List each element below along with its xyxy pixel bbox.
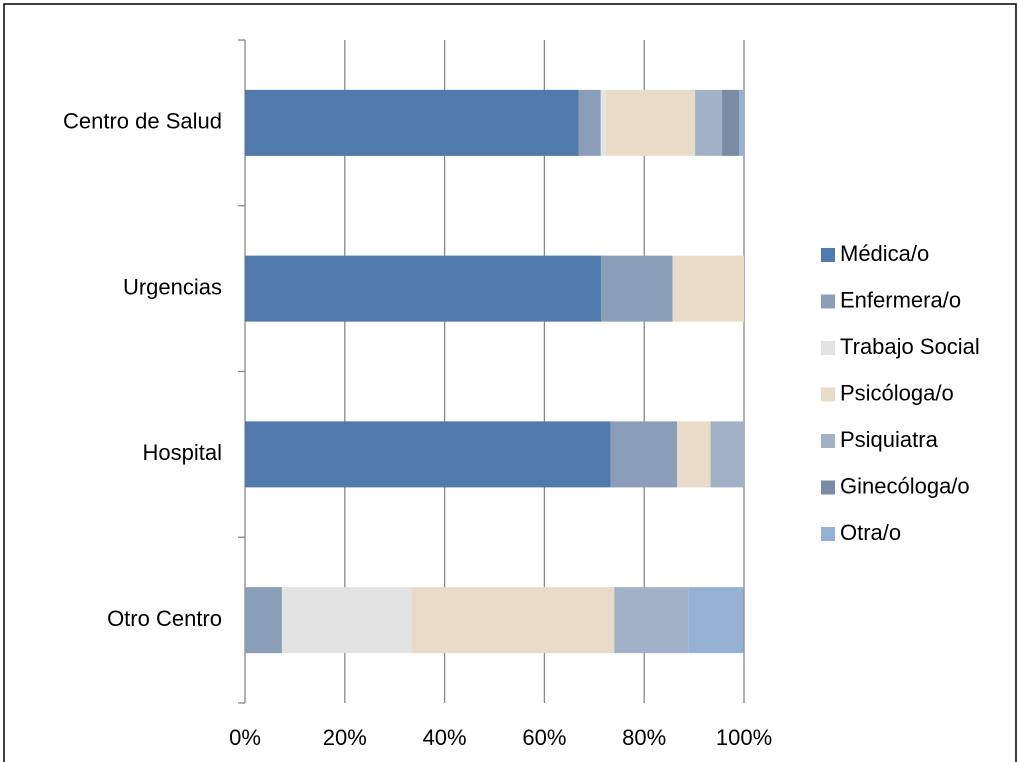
bar-segment <box>245 89 579 156</box>
legend-swatch <box>821 248 835 262</box>
bar-segment <box>672 255 744 322</box>
x-tick-label: 80% <box>622 725 666 750</box>
x-tick-label: 0% <box>229 725 261 750</box>
legend-label: Otra/o <box>840 520 901 545</box>
bar-segment <box>710 421 744 488</box>
legend-swatch <box>821 480 835 495</box>
legend-swatch <box>821 527 835 541</box>
bar-segment <box>245 421 611 488</box>
bar-segment <box>600 89 606 156</box>
bar-segment <box>677 421 711 488</box>
bar-segment <box>245 255 602 322</box>
legend-swatch <box>821 387 835 402</box>
legend-label: Ginecóloga/o <box>840 473 970 498</box>
legend-swatch <box>821 434 835 448</box>
bar-segment <box>688 587 744 654</box>
bar-segment <box>722 89 740 156</box>
chart-border <box>3 3 1017 762</box>
x-tick-label: 100% <box>716 725 772 750</box>
legend-label: Enfermera/o <box>840 287 961 312</box>
legend-label: Psicóloga/o <box>840 380 954 405</box>
bar-segment <box>695 89 723 156</box>
y-tick-label: Centro de Salud <box>63 109 222 134</box>
legend-label: Trabajo Social <box>840 334 980 359</box>
legend-swatch <box>821 341 835 355</box>
y-tick-label: Urgencias <box>123 274 222 299</box>
x-tick-label: 60% <box>522 725 566 750</box>
bar-segment <box>601 255 673 322</box>
bar-segment <box>578 89 601 156</box>
bar-segment <box>614 587 689 654</box>
legend-label: Médica/o <box>840 241 929 266</box>
bar-segment <box>610 421 678 488</box>
y-tick-label: Hospital <box>143 440 222 465</box>
bar-segment <box>245 587 282 654</box>
legend-label: Psiquiatra <box>840 427 939 452</box>
bar-segment <box>739 89 744 156</box>
bar-segment <box>411 587 615 654</box>
bar-segment <box>281 587 412 654</box>
bar-segment <box>605 89 696 156</box>
legend-swatch <box>821 294 835 309</box>
x-tick-label: 20% <box>323 725 367 750</box>
x-tick-label: 40% <box>423 725 467 750</box>
y-tick-label: Otro Centro <box>107 606 222 631</box>
